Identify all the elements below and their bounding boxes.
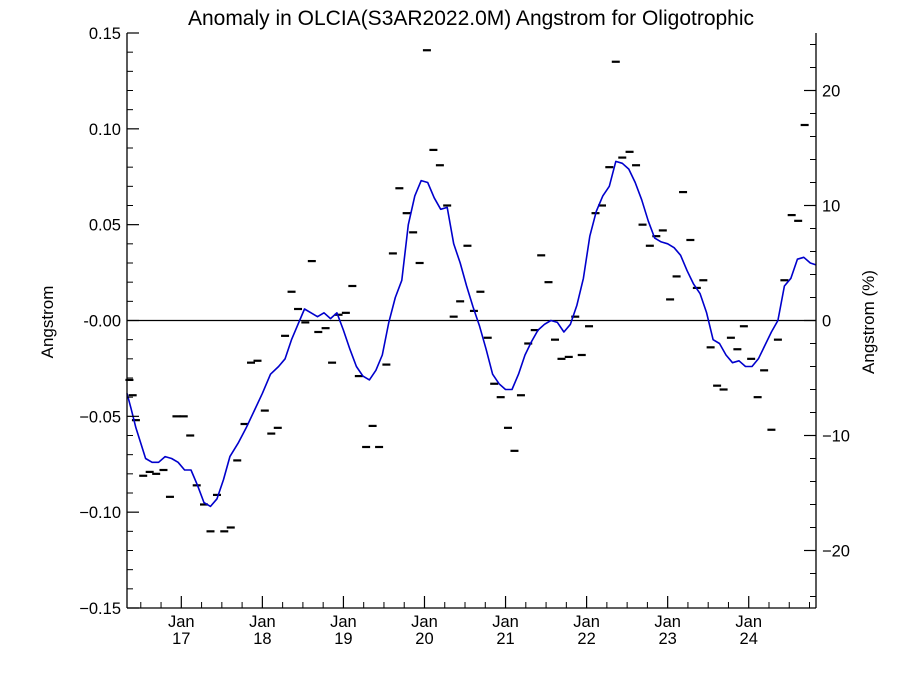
y2-tick-label: 20 (822, 83, 840, 101)
y-tick-label: 0.15 (89, 25, 121, 43)
x-tick-month-label: Jan (168, 613, 195, 631)
x-tick-month-label: Jan (654, 613, 681, 631)
y2-tick-label: 10 (822, 198, 840, 216)
x-tick-year-label: 23 (658, 630, 676, 648)
x-tick-year-label: 21 (496, 630, 514, 648)
x-tick-year-label: 19 (334, 630, 352, 648)
y-tick-label: -0.00 (83, 313, 121, 331)
y-tick-label: −0.10 (79, 504, 121, 522)
x-tick-month-label: Jan (735, 613, 762, 631)
y2-tick-label: −10 (822, 428, 850, 446)
x-tick-year-label: 22 (577, 630, 595, 648)
smoothed-anomaly-line-group (126, 160, 817, 508)
x-tick-month-label: Jan (330, 613, 357, 631)
y2-tick-label: 0 (822, 313, 831, 331)
smoothed-anomaly-line (126, 160, 817, 508)
x-tick-year-label: 20 (415, 630, 433, 648)
x-tick-month-label: Jan (249, 613, 276, 631)
y-tick-label: 0.05 (89, 217, 121, 235)
axes: −0.15 −0.10 −0.05 -0.00 0.05 0.10 0.15 −20 −10 0 1… (79, 25, 850, 648)
monthly-anomaly-markers (125, 49, 809, 533)
x-tick-month-label: Jan (492, 613, 519, 631)
y-tick-label: 0.10 (89, 121, 121, 139)
y2-tick-label: −20 (822, 543, 850, 561)
x-tick-month-label: Jan (573, 613, 600, 631)
x-tick-month-label: Jan (411, 613, 438, 631)
y2-axis-label: Angstrom (%) (859, 270, 878, 374)
chart-title: Anomaly in OLCIA(S3AR2022.0M) Angstrom f… (188, 7, 754, 30)
y-axis-label: Angstrom (38, 286, 57, 359)
x-tick-year-label: 24 (740, 630, 758, 648)
y-tick-label: −0.05 (79, 408, 121, 426)
x-tick-year-label: 18 (253, 630, 271, 648)
y-tick-label: −0.15 (79, 600, 121, 618)
x-tick-year-label: 17 (172, 630, 190, 648)
